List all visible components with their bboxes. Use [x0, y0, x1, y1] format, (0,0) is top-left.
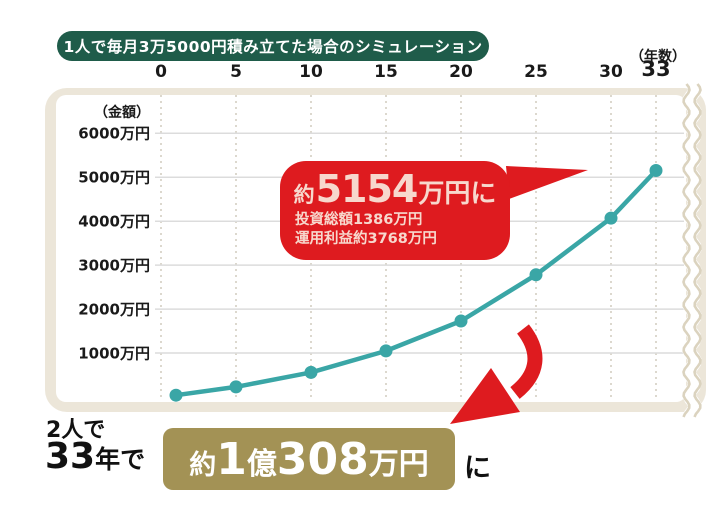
callout-detail-profit: 運用利益約3768万円 [295, 231, 437, 247]
y-axis-unit-label: （金額） [94, 105, 150, 121]
total-seg-approx: 約 [189, 450, 217, 481]
chart-title-banner: 1人で毎月3万5000円積み立てた場合のシミュレーション [57, 31, 489, 61]
callout-headline-suffix: 万円に [418, 179, 497, 209]
x-tick-33: 33 [641, 57, 671, 81]
callout-detail-invested: 投資総額1386万円 [295, 212, 423, 228]
y-tick-1000: 1000万円 [78, 344, 150, 363]
footer-total-highlight-box: 約 1 億 308 万円 [163, 428, 455, 490]
total-seg-1: 1 [216, 434, 247, 485]
footer-years-number: 33 [45, 436, 96, 477]
x-tick-5: 5 [230, 62, 242, 82]
result-callout-bubble: 約 5154 万円に 投資総額1386万円 運用利益約3768万円 [280, 161, 510, 260]
chart-title: 1人で毎月3万5000円積み立てた場合のシミュレーション [63, 38, 483, 56]
x-tick-10: 10 [299, 62, 323, 82]
footer-particle: に [464, 453, 491, 484]
footer-years-label: 33 年で [45, 436, 145, 477]
x-tick-30: 30 [599, 62, 623, 82]
footer-years-text: 年で [95, 445, 146, 474]
y-tick-2000: 2000万円 [78, 300, 150, 319]
x-axis-unit-label: （年数） [630, 49, 686, 65]
total-seg-308: 308 [276, 434, 369, 485]
x-tick-25: 25 [524, 62, 548, 82]
callout-headline-prefix: 約 [293, 183, 315, 207]
total-seg-manen: 万円 [368, 447, 429, 482]
y-tick-4000: 4000万円 [78, 212, 150, 231]
y-tick-5000: 5000万円 [78, 168, 150, 187]
callout-headline: 約 5154 万円に [280, 167, 510, 211]
callout-headline-value: 5154 [315, 167, 419, 211]
y-tick-6000: 6000万円 [78, 124, 150, 143]
x-tick-0: 0 [155, 62, 167, 82]
total-seg-oku: 億 [246, 447, 277, 482]
x-tick-15: 15 [374, 62, 398, 82]
y-tick-3000: 3000万円 [78, 256, 150, 275]
x-tick-20: 20 [449, 62, 473, 82]
footer-persons-label: 2人で [46, 418, 106, 443]
